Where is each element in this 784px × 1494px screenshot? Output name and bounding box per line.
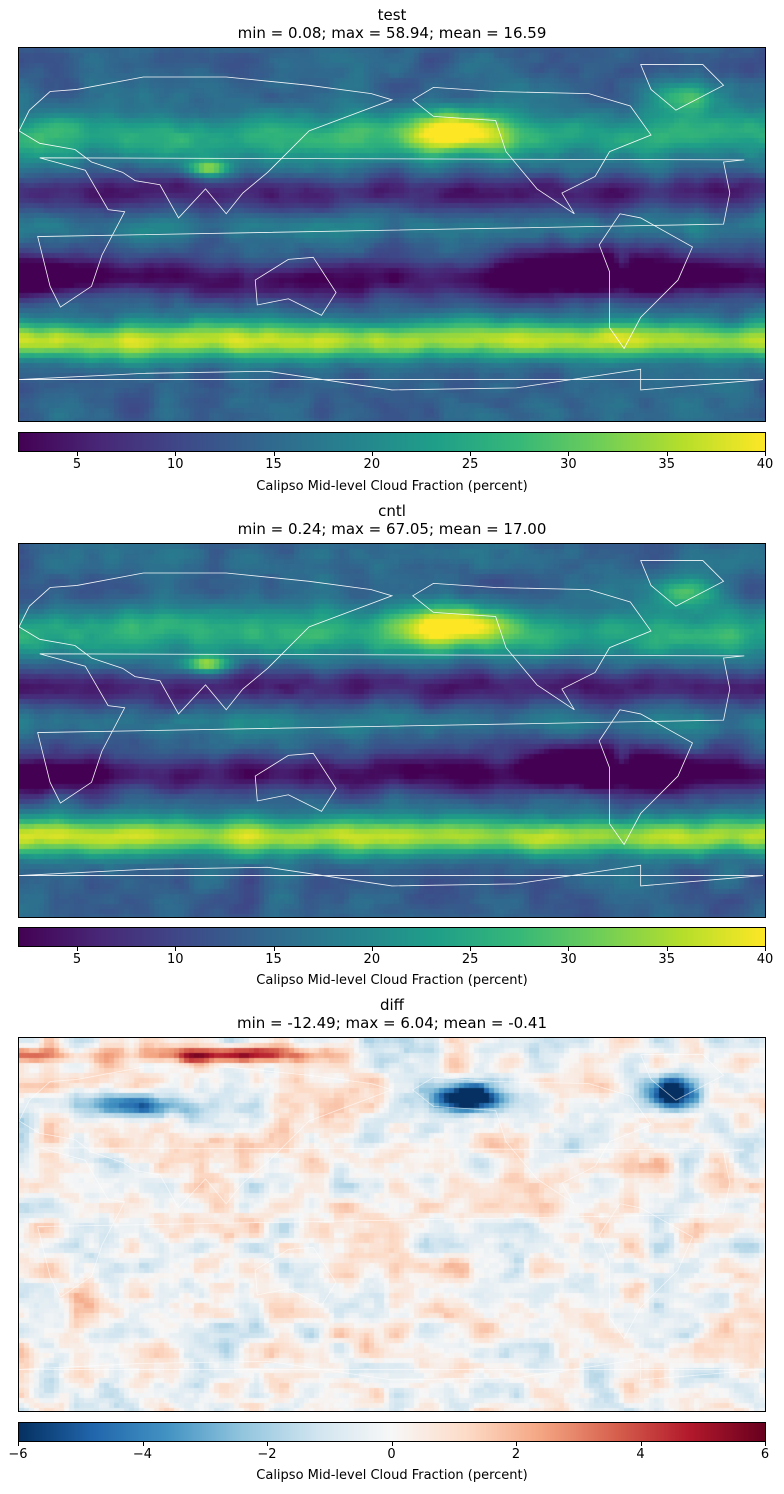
colorbar-tick-label: 35 — [658, 952, 675, 967]
coastline-path — [640, 1054, 725, 1101]
colorbar-tick-label: 35 — [658, 457, 675, 472]
coastline-path — [640, 560, 725, 607]
panel-cntl-colorbar-ticks: 5 10 15 20 25 30 35 40 — [18, 947, 773, 971]
panel-test-colorbar — [18, 432, 766, 452]
colorbar-tick-label: 20 — [363, 952, 381, 967]
colorbar-tick-label: 30 — [560, 952, 577, 967]
panel-cntl-colorbar-label: Calipso Mid-level Cloud Fraction (percen… — [256, 973, 528, 988]
colorbar-tick-label: 10 — [166, 952, 184, 967]
colorbar-tick-label: 5 — [72, 457, 82, 472]
colorbar-tick — [568, 947, 570, 951]
colorbar-tick — [470, 452, 472, 456]
coastline-path — [19, 1358, 763, 1381]
colorbar-tick — [273, 452, 275, 456]
colorbar-tick — [516, 1442, 517, 1446]
coastline-path — [598, 709, 693, 846]
panel-test-map — [18, 47, 766, 422]
panel-diff-map — [18, 1037, 766, 1412]
coastline-path — [19, 572, 394, 715]
colorbar-tick-label: 40 — [756, 457, 774, 472]
colorbar-tick — [666, 452, 668, 456]
panel-cntl-subtitle: min = 0.24; max = 67.05; mean = 17.00 — [237, 520, 547, 538]
colorbar-tick-label: −6 — [8, 1447, 28, 1462]
colorbar-tick-label: 10 — [166, 457, 184, 472]
coastline-path — [254, 256, 337, 316]
coastline-path — [19, 864, 763, 887]
colorbar-tick — [142, 1442, 144, 1446]
panel-cntl-colorbar — [18, 927, 766, 947]
colorbar-tick — [18, 1442, 19, 1446]
colorbar-tick-label: 30 — [560, 457, 577, 472]
coastlines — [19, 1054, 763, 1381]
coastline-path — [412, 86, 652, 215]
colorbar-tick-label: −2 — [257, 1447, 277, 1462]
coastlines — [19, 560, 763, 887]
colorbar-tick — [273, 947, 275, 951]
colorbar-tick — [76, 452, 78, 456]
colorbar-tick — [371, 452, 373, 456]
coastline-path — [37, 157, 745, 308]
coastline-path — [640, 64, 725, 111]
colorbar-tick — [568, 452, 570, 456]
coastline-path — [254, 1246, 337, 1306]
colorbar-tick — [76, 947, 78, 951]
colorbar-tick — [391, 1442, 393, 1446]
coastline-path — [19, 76, 394, 219]
colorbar-tick-label: 4 — [636, 1447, 645, 1462]
panel-diff-title: diff — [379, 996, 405, 1014]
colorbar-tick-label: 15 — [265, 457, 282, 472]
colorbar-tick-label: 15 — [265, 952, 282, 967]
coastline-path — [412, 1076, 652, 1205]
panel-diff-colorbar — [18, 1422, 766, 1442]
panel-test-title: test — [377, 6, 407, 24]
colorbar-tick-label: 6 — [760, 1447, 770, 1462]
coastline-path — [37, 1147, 745, 1298]
panel-diff-colorbar-label: Calipso Mid-level Cloud Fraction (percen… — [256, 1468, 528, 1483]
colorbar-tick-label: 40 — [756, 952, 774, 967]
colorbar-tick-label: 5 — [72, 952, 82, 967]
panel-cntl-map — [18, 543, 766, 918]
colorbar-tick-label: 20 — [363, 457, 381, 472]
panel-cntl-title: cntl — [378, 502, 406, 520]
colorbar-tick — [640, 1442, 642, 1446]
colorbar-tick — [371, 947, 373, 951]
colorbar-tick-label: 2 — [511, 1447, 521, 1462]
colorbar-tick-label: −4 — [132, 1447, 153, 1462]
colorbar-tick — [666, 947, 668, 951]
colorbar-tick — [765, 1442, 766, 1446]
coastline-path — [598, 213, 693, 350]
coastline-path — [598, 1203, 693, 1340]
coastline-path — [412, 582, 652, 711]
coastlines — [19, 64, 763, 391]
coastline-path — [37, 653, 745, 804]
colorbar-tick — [470, 947, 472, 951]
panel-diff-colorbar-ticks: −6 −4 −2 0 2 4 6 — [8, 1442, 770, 1466]
panel-diff-subtitle: min = -12.49; max = 6.04; mean = -0.41 — [236, 1014, 548, 1032]
colorbar-tick — [765, 452, 766, 456]
panel-test-colorbar-ticks: 5 10 15 20 25 30 35 40 — [18, 452, 773, 476]
colorbar-tick — [175, 947, 177, 951]
colorbar-tick-label: 0 — [387, 1447, 396, 1462]
coastline-path — [254, 752, 337, 812]
coastline-path — [19, 1066, 394, 1209]
colorbar-tick-label: 25 — [461, 457, 479, 472]
colorbar-tick — [175, 452, 177, 456]
panel-test-colorbar-label: Calipso Mid-level Cloud Fraction (percen… — [256, 479, 528, 494]
coastline-path — [19, 368, 763, 391]
panel-test-subtitle: min = 0.08; max = 58.94; mean = 16.59 — [237, 24, 547, 42]
colorbar-tick — [765, 947, 766, 951]
colorbar-tick-label: 25 — [461, 952, 479, 967]
colorbar-tick — [267, 1442, 268, 1446]
